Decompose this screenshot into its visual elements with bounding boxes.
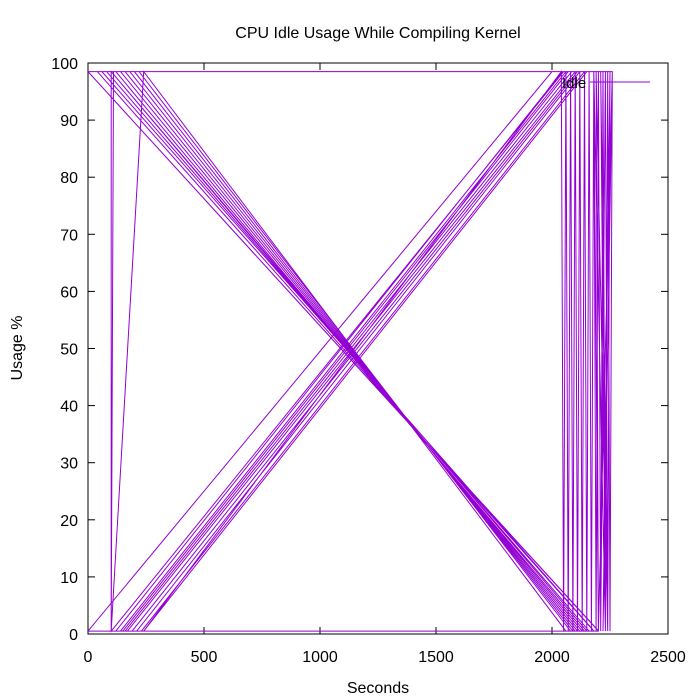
x-tick-label: 500	[191, 649, 218, 666]
legend-label-idle: Idle	[562, 75, 586, 92]
y-tick-label: 100	[51, 56, 78, 73]
y-axis-ticks: 0 10 20 30 40 50 60 70 80 90 100	[51, 56, 668, 644]
series-line-idle	[86, 70, 613, 633]
x-tick-label: 2500	[650, 649, 686, 666]
x-axis-ticks: 0 500 1000 1500 2000 2500	[84, 63, 686, 666]
series-layer	[86, 70, 613, 633]
x-tick-label: 2000	[534, 649, 570, 666]
legend: Idle	[562, 75, 650, 92]
y-tick-label: 40	[60, 399, 78, 416]
y-tick-label: 10	[60, 570, 78, 587]
y-tick-label: 0	[69, 627, 78, 644]
y-tick-label: 90	[60, 113, 78, 130]
x-tick-label: 1500	[418, 649, 454, 666]
chart-title: CPU Idle Usage While Compiling Kernel	[235, 25, 520, 42]
y-tick-label: 20	[60, 513, 78, 530]
x-axis-label: Seconds	[347, 680, 409, 697]
y-tick-label: 60	[60, 284, 78, 301]
x-tick-label: 0	[84, 649, 93, 666]
y-tick-label: 80	[60, 170, 78, 187]
x-tick-label: 1000	[302, 649, 338, 666]
y-tick-label: 50	[60, 342, 78, 359]
y-tick-label: 30	[60, 456, 78, 473]
y-tick-label: 70	[60, 227, 78, 244]
y-axis-label: Usage %	[9, 316, 26, 381]
